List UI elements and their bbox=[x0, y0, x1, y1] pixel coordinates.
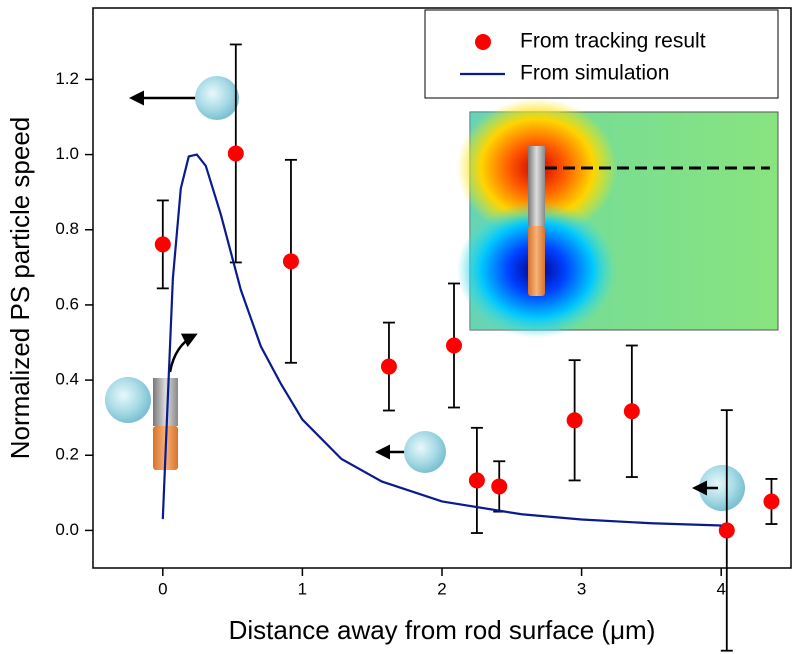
data-point bbox=[566, 412, 583, 429]
inset-field-map bbox=[457, 98, 779, 338]
x-tick-label: 3 bbox=[577, 579, 586, 598]
y-tick-label: 0.2 bbox=[55, 445, 79, 464]
x-tick-label: 4 bbox=[716, 579, 725, 598]
data-point bbox=[227, 145, 244, 162]
x-tick-label: 1 bbox=[298, 579, 307, 598]
y-tick-label: 0.4 bbox=[55, 370, 79, 389]
data-point bbox=[623, 403, 640, 420]
y-axis-label: Normalized PS particle speed bbox=[5, 117, 35, 460]
data-point bbox=[380, 358, 397, 375]
y-tick-label: 0.8 bbox=[55, 219, 79, 238]
data-point bbox=[282, 253, 299, 270]
data-point bbox=[446, 337, 463, 354]
data-point bbox=[718, 522, 735, 539]
decoration bbox=[105, 76, 745, 511]
data-point bbox=[763, 493, 780, 510]
x-axis-label: Distance away from rod surface (μm) bbox=[229, 615, 656, 645]
legend-swatch bbox=[475, 34, 491, 50]
data-point bbox=[154, 236, 171, 253]
legend-label: From simulation bbox=[520, 62, 669, 85]
legend: From tracking result From simulation bbox=[424, 9, 779, 99]
y-tick-label: 1.0 bbox=[55, 144, 79, 163]
data-point bbox=[491, 478, 508, 495]
y-tick-label: 0.6 bbox=[55, 294, 79, 313]
x-tick-label: 0 bbox=[158, 579, 167, 598]
y-tick-label: 1.2 bbox=[55, 69, 79, 88]
data-point bbox=[468, 472, 485, 489]
y-tick-label: 0.0 bbox=[55, 520, 79, 539]
legend-label: From tracking result bbox=[520, 30, 706, 53]
x-tick-label: 2 bbox=[437, 579, 446, 598]
simulation-line bbox=[161, 153, 722, 527]
